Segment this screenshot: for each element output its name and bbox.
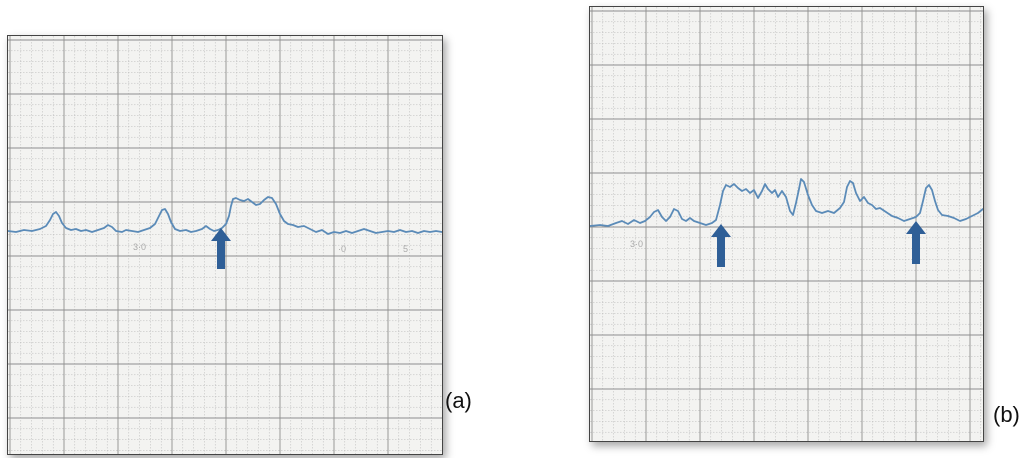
panel-a-chart: 3·0 ·0 5 ·	[8, 36, 442, 454]
panel-b-chart: 3·0	[590, 7, 983, 441]
svg-text:3·0: 3·0	[133, 242, 146, 252]
panel-b-grid	[590, 7, 983, 441]
panel-a-grid	[8, 36, 442, 454]
svg-text:·0: ·0	[338, 244, 346, 254]
svg-text:5 ·: 5 ·	[403, 244, 414, 254]
panel-a-faint-marks: 3·0 ·0 5 ·	[133, 242, 414, 254]
panel-b-arrow-1	[711, 224, 731, 267]
panel-a-arrow	[211, 228, 231, 269]
panel-b-arrow-2	[906, 221, 926, 264]
panel-b-trace	[590, 178, 983, 227]
panel-a-trace	[8, 196, 442, 235]
svg-text:3·0: 3·0	[630, 239, 643, 249]
panel-a-ctg-strip: 3·0 ·0 5 ·	[7, 35, 443, 455]
up-arrow-icon	[906, 221, 926, 264]
up-arrow-icon	[711, 224, 731, 267]
panel-b-faint-marks: 3·0	[630, 239, 643, 249]
panel-a-label: (a)	[445, 388, 472, 413]
panel-b-label: (b)	[993, 402, 1020, 427]
up-arrow-icon	[211, 228, 231, 269]
panel-b-ctg-strip: 3·0	[589, 6, 984, 442]
